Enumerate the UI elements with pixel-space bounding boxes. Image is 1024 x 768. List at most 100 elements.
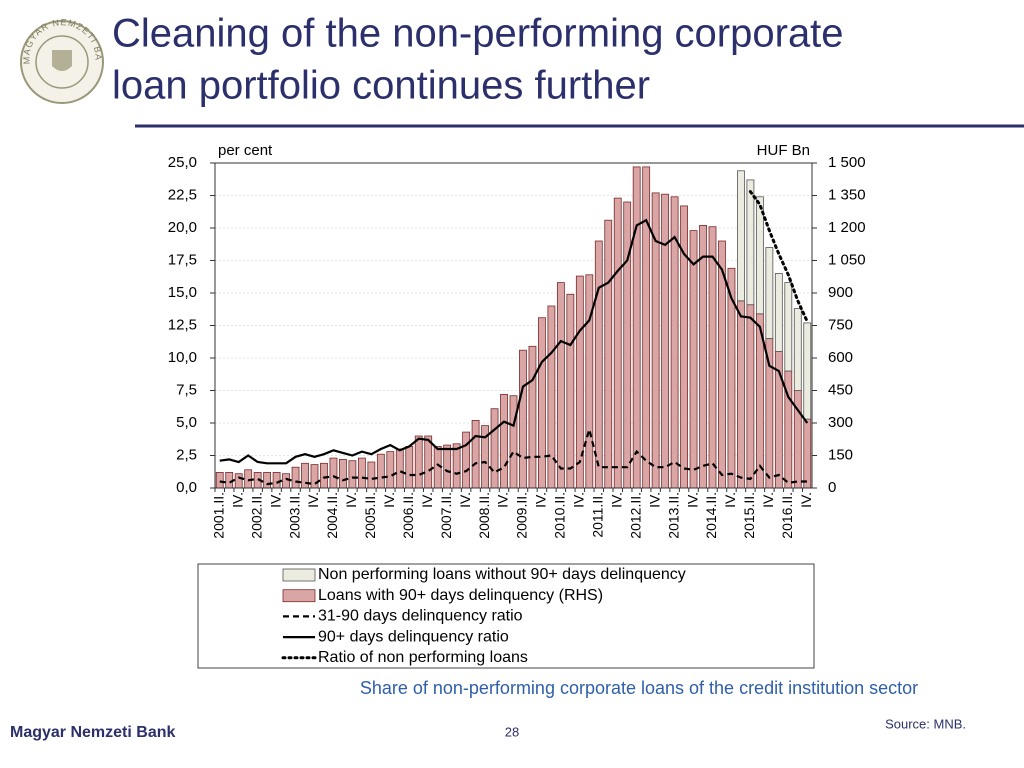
y2-tick-label: 0 [828,479,836,496]
y-tick-label: 2,5 [176,446,197,463]
bar [528,345,537,489]
bar [291,466,300,489]
x-tick-label: IV. [267,492,283,508]
bar [793,308,802,391]
bar [661,193,670,489]
x-tick-label: 2002.II. [248,492,264,539]
bar [737,170,745,302]
x-tick-label: IV. [533,492,549,508]
y2-tick-label: 1 350 [828,186,866,203]
slide-title: Cleaning of the non-performing corporate [112,12,844,56]
x-tick-label: IV. [798,492,814,508]
bar [272,471,281,489]
bar [509,395,518,489]
bar [348,460,357,489]
x-tick-label: IV. [343,492,359,508]
bar [765,338,774,489]
x-tick-label: 2014.II. [703,492,719,539]
source-note: Source: MNB. [885,716,966,731]
bar [471,419,480,489]
bar [585,274,594,489]
line-series [219,425,808,486]
bar [234,473,243,489]
y-tick-label: 17,5 [168,251,197,268]
footer-org: Magyar Nemzeti Bank [10,724,175,741]
bar [500,393,508,489]
bar [784,282,793,372]
bar [282,473,290,489]
bar [642,166,651,489]
bar [320,462,328,489]
bar [215,471,224,489]
bar [462,431,471,489]
y-tick-label: 25,0 [168,154,197,171]
x-tick-label: 2013.II. [665,492,681,539]
bar [376,453,385,489]
x-tick-label: 2006.II. [400,492,416,539]
line-series [219,218,809,465]
bar [737,300,745,489]
slide-title: loan portfolio continues further [112,64,650,108]
y-tick-label: 0,0 [176,479,197,496]
x-tick-label: 2011.II. [589,492,605,538]
x-tick-label: IV. [495,492,511,508]
y2-tick-label: 750 [828,316,853,333]
y2-tick-label: 450 [828,381,853,398]
y-tick-label: 5,0 [176,414,197,431]
x-tick-label: 2003.II. [286,492,302,539]
bar [594,240,603,489]
bar [414,435,423,489]
bar [604,219,613,489]
bar [746,179,755,306]
x-tick-label: IV. [457,492,473,508]
bar [774,273,783,352]
bar [339,458,347,489]
logo-shield [52,50,72,71]
x-tick-label: IV. [571,492,587,508]
x-tick-label: 2001.II. [210,492,226,539]
bar [623,201,632,489]
legend-label: Non performing loans without 90+ days de… [318,566,686,583]
y2-tick-label: 1 050 [828,251,866,268]
y-tick-label: 7,5 [176,381,197,398]
logo: MAGYAR NEMZETI BANK [0,0,104,104]
bar [357,457,366,489]
bar [367,461,376,489]
bar [755,196,764,315]
bar [329,457,338,489]
bar [443,444,452,489]
y2-tick-label: 1 200 [828,219,866,236]
bar [689,230,698,489]
x-tick-label: 2004.II. [324,492,340,539]
bar [395,448,404,489]
bar [519,349,527,489]
y2-tick-label: 900 [828,284,853,301]
x-tick-label: IV. [608,492,624,508]
bar [490,408,499,489]
x-tick-label: 2005.II. [362,492,378,539]
bar [424,435,433,489]
y2-tick-label: 600 [828,349,853,366]
y-tick-label: 12,5 [168,316,197,333]
bar [613,197,622,489]
bar [566,293,575,489]
line-series [748,190,809,324]
x-tick-label: 2008.II. [476,492,492,539]
x-tick-label: 2009.II. [514,492,530,539]
bar [310,464,319,489]
x-tick-label: 2010.II. [552,492,568,539]
legend-swatch [282,568,316,582]
x-tick-label: IV. [722,492,738,508]
y-tick-label: 10,0 [168,349,197,366]
bar [632,166,641,489]
bar [699,224,707,489]
legend-label: 90+ days delinquency ratio [318,628,509,645]
y2-tick-label: 150 [828,446,853,463]
bar [746,304,755,489]
x-tick-label: IV. [646,492,662,508]
y2-tick-label: 1 500 [828,154,866,171]
bar [452,443,461,489]
bar [405,445,414,489]
